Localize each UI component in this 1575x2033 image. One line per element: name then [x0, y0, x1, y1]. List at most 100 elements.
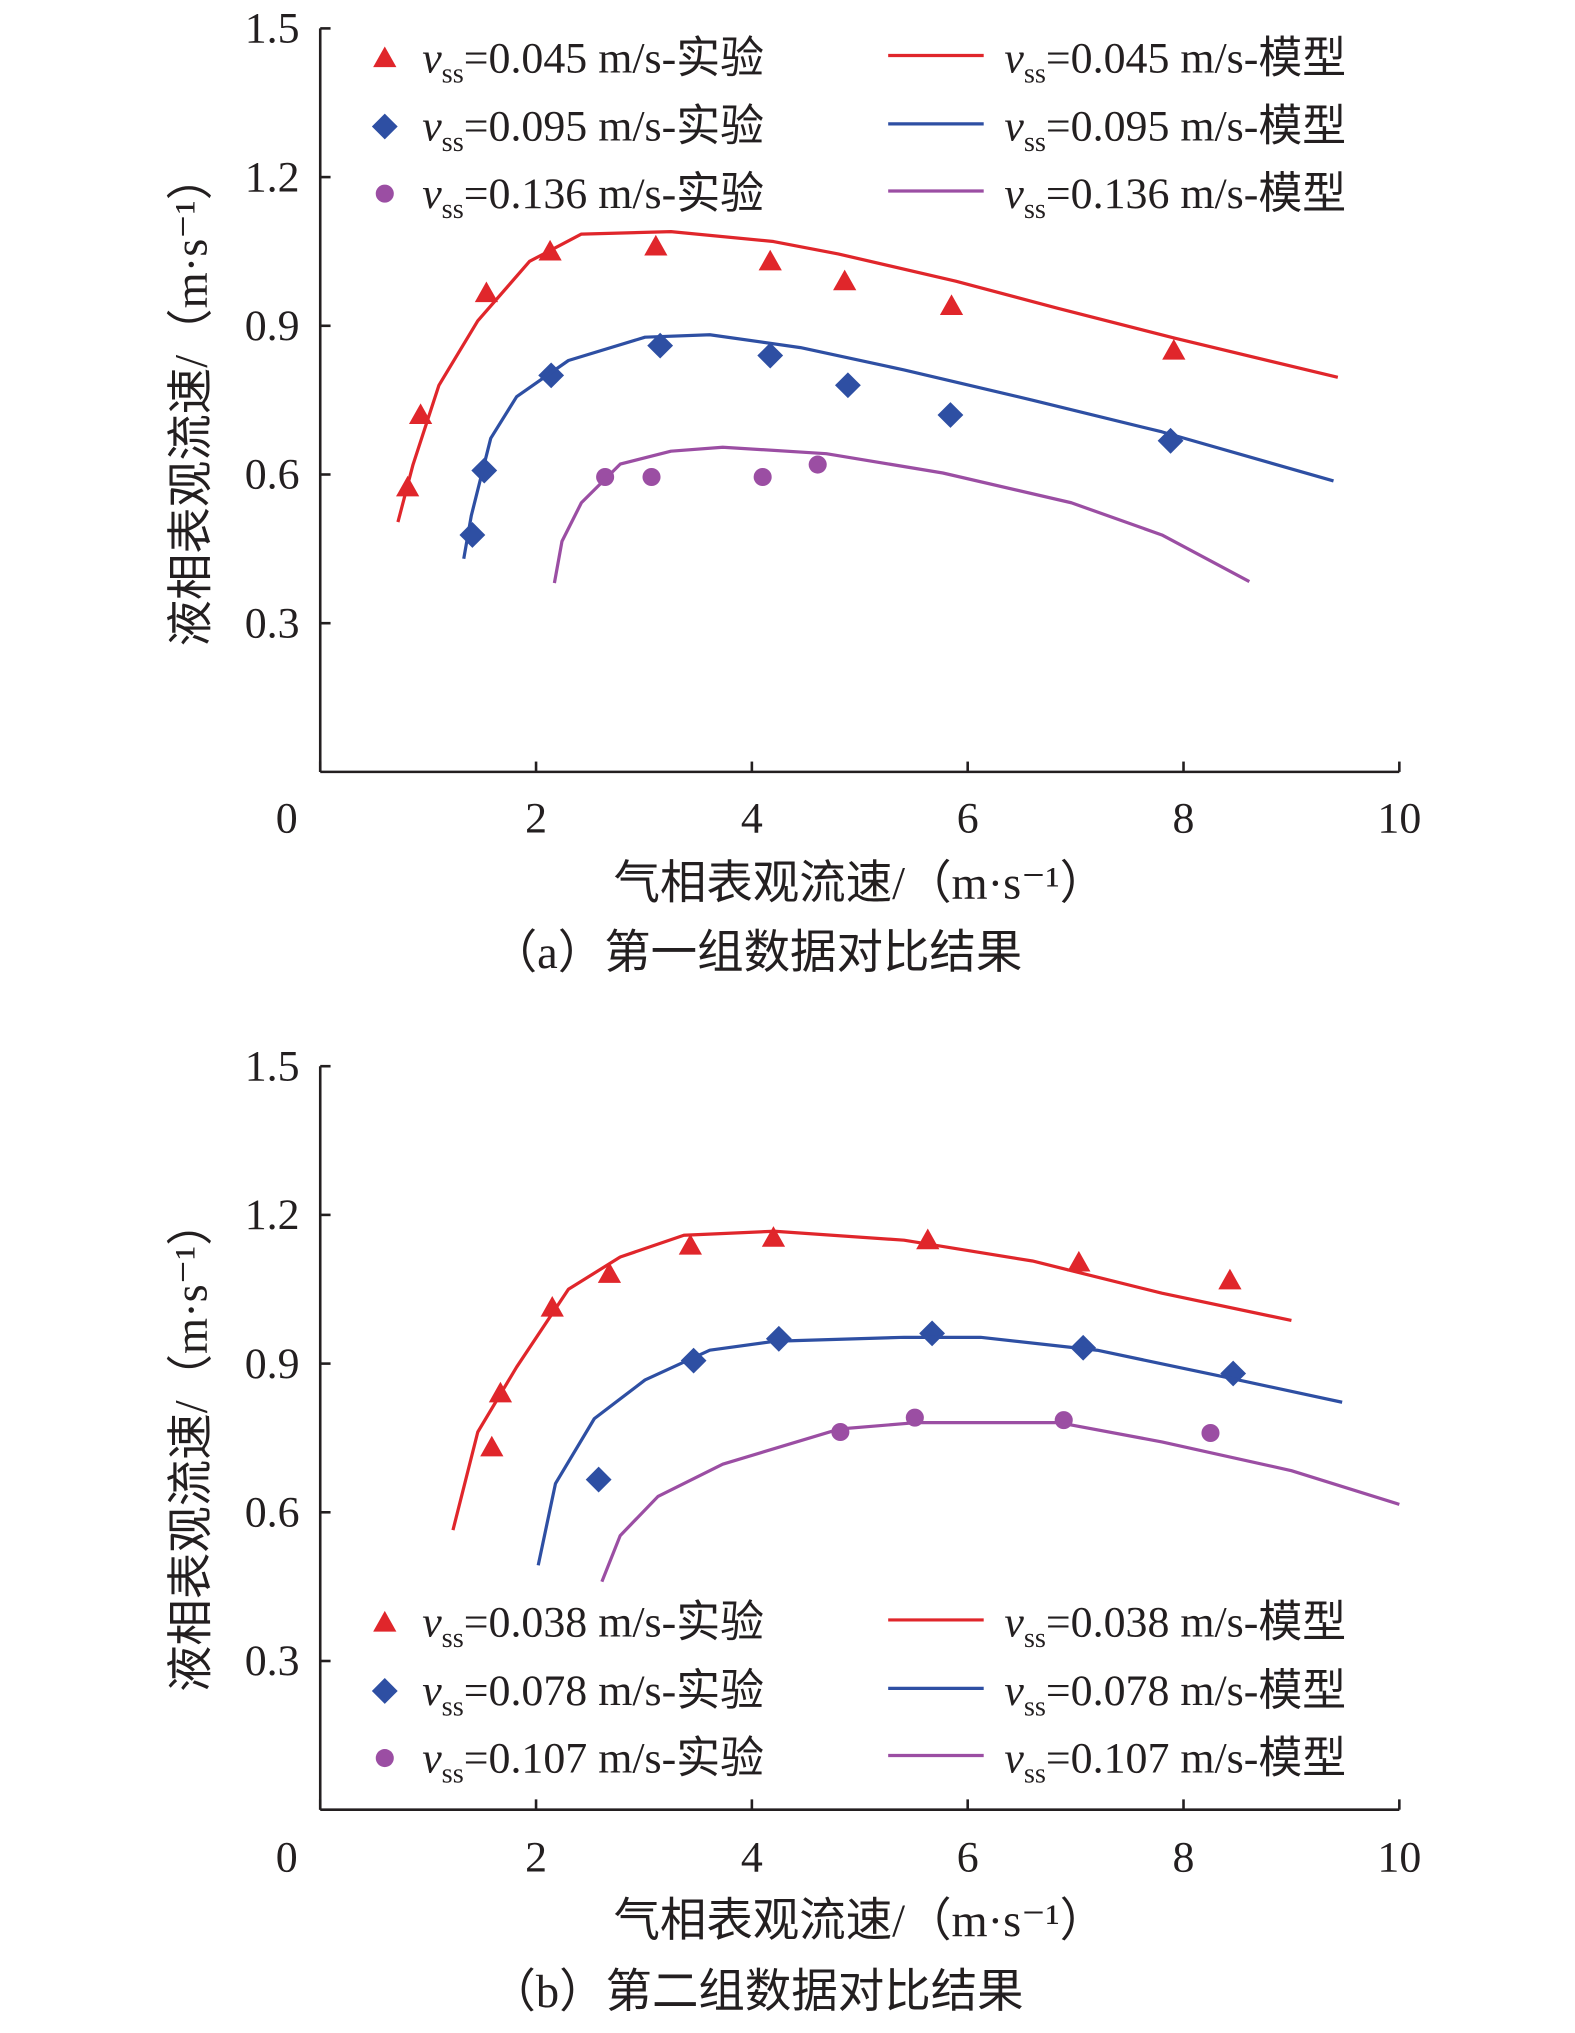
data-point-triangle — [1162, 338, 1186, 360]
legend-var: v — [422, 1599, 442, 1647]
legend-item: vss=0.107 m/s-模型 — [888, 1734, 1346, 1790]
legend-sub: ss — [1024, 1759, 1046, 1790]
legend-var: v — [1004, 1599, 1024, 1647]
legend-var: v — [422, 103, 442, 151]
series-line — [462, 333, 1334, 560]
legend-text: =0.038 m/s-模型 — [1046, 1599, 1346, 1647]
legend-item: vss=0.136 m/s-模型 — [888, 170, 1346, 225]
series-line — [462, 333, 1334, 560]
chart-a: 0 2 4 6 8 10 0.3 0.6 0.9 1.2 1.5 气相表观流速/（m·s⁻¹） 液相表观… — [167, 5, 1422, 979]
series-line — [536, 1335, 1343, 1566]
legend-text: =0.078 m/s-实验 — [464, 1667, 764, 1715]
legend-item: vss=0.095 m/s-实验 — [371, 103, 764, 158]
series-line — [536, 1335, 1343, 1566]
data-point-triangle — [1218, 1268, 1242, 1290]
legend-var: v — [422, 1667, 442, 1715]
y-tick-label: 0.9 — [245, 1340, 300, 1388]
x-tick-label: 4 — [741, 795, 763, 843]
legend-sub: ss — [442, 59, 464, 90]
legend-marker-circle — [375, 184, 394, 203]
legend-item: vss=0.136 m/s-实验 — [375, 170, 764, 225]
y-tick-label: 1.5 — [245, 5, 300, 53]
legend-sub: ss — [1024, 1623, 1046, 1654]
legend-label: vss=0.095 m/s-模型 — [1004, 103, 1346, 158]
series-line — [396, 230, 1339, 523]
legend-marker-triangle — [373, 46, 397, 68]
data-point-diamond — [1220, 1360, 1247, 1387]
legend-sub: ss — [442, 194, 464, 225]
legend-text: =0.078 m/s-模型 — [1046, 1667, 1346, 1715]
y-tick-label: 0.3 — [245, 1637, 300, 1685]
x-tick-label: 6 — [957, 795, 979, 843]
legend-text: =0.107 m/s-实验 — [464, 1734, 764, 1782]
x-axis-label: 气相表观流速/（m·s⁻¹） — [613, 1896, 1106, 1947]
data-point-diamond — [835, 372, 861, 399]
data-point-diamond — [585, 1466, 612, 1493]
legend-item: vss=0.045 m/s-模型 — [888, 34, 1346, 90]
x-tick-label: 4 — [741, 1834, 763, 1882]
legend-var: v — [1004, 34, 1024, 82]
legend-item: vss=0.078 m/s-模型 — [888, 1667, 1346, 1722]
y-tick-label: 1.2 — [245, 1191, 300, 1239]
legend-text: =0.038 m/s-实验 — [464, 1599, 764, 1647]
data-point-triangle — [474, 281, 499, 303]
legend-item: vss=0.038 m/s-实验 — [373, 1599, 764, 1654]
legend-label: vss=0.038 m/s-模型 — [1004, 1599, 1346, 1654]
legend-item: vss=0.078 m/s-实验 — [371, 1667, 764, 1722]
series-scatter — [396, 234, 1186, 497]
legend-text: =0.045 m/s-实验 — [464, 34, 764, 82]
legend-var: v — [1004, 1734, 1024, 1782]
y-tick-label: 0.3 — [245, 599, 300, 647]
legend-item: vss=0.038 m/s-模型 — [888, 1599, 1346, 1654]
series-scatter — [585, 1320, 1247, 1493]
legend-label: vss=0.107 m/s-模型 — [1004, 1734, 1346, 1789]
x-tick-label: 8 — [1173, 795, 1195, 843]
data-point-diamond — [459, 522, 486, 548]
y-tick-label: 0.9 — [245, 302, 300, 350]
series-line — [552, 445, 1251, 584]
data-point-diamond — [757, 342, 784, 369]
legend-var: v — [422, 1734, 442, 1782]
data-point-circle — [808, 455, 827, 474]
x-tick-label: 2 — [525, 1834, 547, 1882]
x-tick-label: 0 — [276, 795, 298, 843]
legend-label: vss=0.107 m/s-实验 — [422, 1734, 764, 1789]
data-point-triangle — [1067, 1250, 1091, 1272]
legend-marker-diamond — [371, 113, 398, 140]
series-line — [600, 1420, 1400, 1583]
y-tick-label: 1.5 — [245, 1042, 300, 1090]
data-point-diamond — [919, 1320, 945, 1347]
data-point-circle — [642, 467, 661, 487]
x-tick-label: 0 — [276, 1834, 298, 1882]
legend-sub: ss — [1024, 127, 1046, 158]
legend-label: vss=0.078 m/s-模型 — [1004, 1667, 1346, 1722]
y-tick-label: 0.6 — [245, 1488, 300, 1536]
legend-item: vss=0.095 m/s-模型 — [888, 103, 1346, 158]
series-line — [396, 230, 1339, 523]
legend-text: =0.136 m/s-实验 — [464, 170, 764, 218]
chart-caption: （b）第二组数据对比结果 — [489, 1967, 1023, 2018]
legend-label: vss=0.136 m/s-模型 — [1004, 170, 1346, 225]
data-point-diamond — [937, 402, 964, 428]
y-axis-label: 液相表观流速/（m·s⁻¹） — [167, 154, 218, 647]
legend-text: =0.136 m/s-模型 — [1046, 170, 1346, 218]
legend-var: v — [422, 34, 442, 82]
x-tick-label: 8 — [1173, 1834, 1195, 1882]
legend-label: vss=0.136 m/s-实验 — [422, 170, 764, 225]
legend-text: =0.095 m/s-模型 — [1046, 103, 1346, 151]
legend-text: =0.107 m/s-模型 — [1046, 1734, 1346, 1782]
data-point-triangle — [644, 234, 668, 256]
legend-text: =0.045 m/s-模型 — [1046, 34, 1346, 82]
legend-sub: ss — [442, 1759, 464, 1790]
series-line — [552, 445, 1251, 584]
data-point-triangle — [833, 269, 857, 291]
data-point-triangle — [480, 1435, 504, 1457]
data-point-diamond — [647, 332, 674, 359]
legend-var: v — [422, 170, 442, 218]
legend-sub: ss — [442, 1623, 464, 1654]
x-tick-label: 6 — [957, 1834, 979, 1882]
legend-sub: ss — [442, 127, 464, 158]
data-point-triangle — [758, 249, 782, 271]
